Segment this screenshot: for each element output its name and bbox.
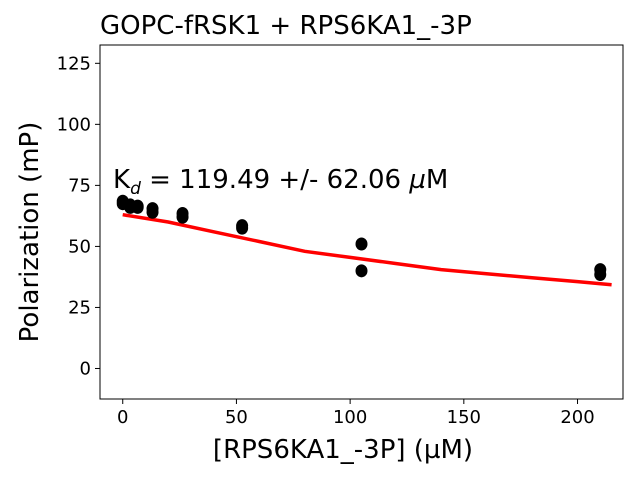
x-tick-label: 200 [560,407,594,428]
kd-prefix: K [113,165,131,195]
y-tick-label: 50 [68,236,91,257]
y-axis-ticks: 0 25 50 75 100 125 [57,53,100,379]
y-tick-label: 100 [57,114,91,135]
x-axis-ticks: 0 50 100 150 200 [117,399,595,428]
kd-subscript: d [130,179,141,199]
kd-value: = 119.49 +/- 62.06 [141,165,409,195]
data-point [355,237,368,251]
x-tick-label: 100 [333,407,367,428]
y-axis-title: Polarization (mP) [15,122,45,343]
plot-frame [99,44,624,400]
y-tick-label: 0 [80,358,91,379]
x-tick-label: 150 [447,407,481,428]
data-point [131,200,144,214]
points-layer [116,194,607,281]
y-tick-label: 75 [68,175,91,196]
data-point [146,205,159,219]
data-point [236,221,249,235]
x-axis-title: [RPS6KA1_-3P] (µM) [213,435,473,465]
kd-unit-symbol: µ [408,165,426,195]
plot-area: 0 50 100 150 200 0 25 50 75 100 125 [57,44,624,428]
chart-title: GOPC-fRSK1 + RPS6KA1_-3P [100,11,472,41]
y-tick-label: 25 [68,297,91,318]
x-tick-label: 50 [225,407,248,428]
data-point [594,267,607,281]
kd-unit: M [426,165,448,195]
kd-annotation: Kd = 119.49 +/- 62.06 µM [113,165,448,199]
y-tick-label: 125 [57,53,91,74]
fit-layer [122,212,612,287]
data-point [176,210,189,224]
x-tick-label: 0 [117,407,128,428]
data-point [355,264,368,278]
fit-curve [122,212,612,287]
